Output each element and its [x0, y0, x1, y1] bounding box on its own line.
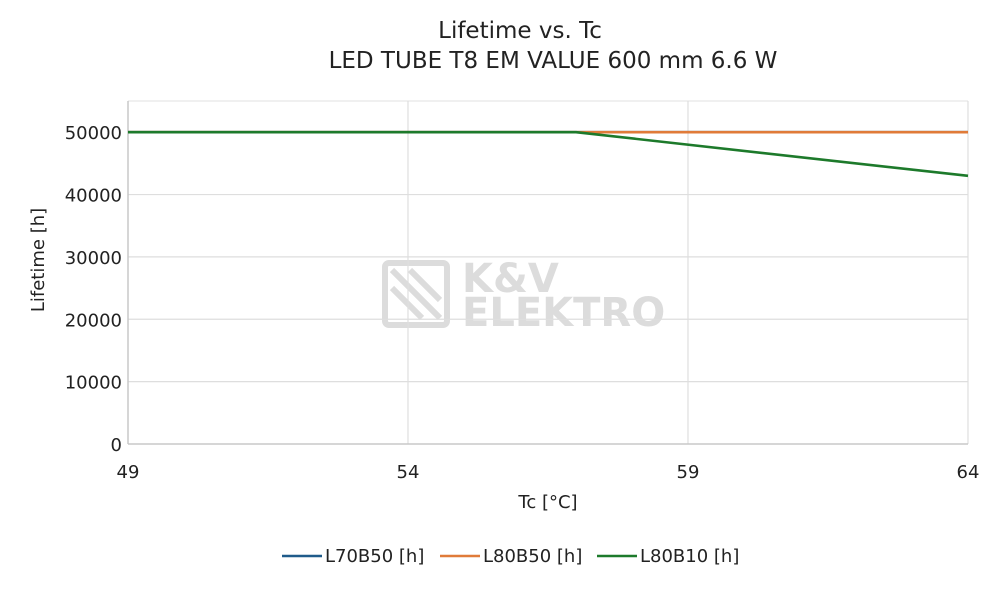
- legend-item: L70B50 [h]: [282, 546, 424, 567]
- watermark-line2: ELEKTRO: [462, 290, 665, 336]
- y-tick-label: 40000: [65, 186, 122, 207]
- legend-label: L70B50 [h]: [325, 546, 424, 567]
- y-tick-labels: 0 10000 20000 30000 40000 50000: [65, 123, 122, 456]
- chart-titles: Lifetime vs. Tc LED TUBE T8 EM VALUE 600…: [329, 18, 778, 74]
- series-lines: [128, 130, 969, 178]
- x-tick-label: 54: [397, 462, 420, 483]
- x-tick-label: 64: [957, 462, 980, 483]
- x-tick-label: 59: [677, 462, 700, 483]
- y-tick-label: 30000: [65, 248, 122, 269]
- legend-item: L80B50 [h]: [440, 546, 582, 567]
- y-axis-label: Lifetime [h]: [28, 208, 49, 312]
- y-tick-label: 20000: [65, 310, 122, 331]
- chart-title: Lifetime vs. Tc: [438, 18, 602, 44]
- y-tick-label: 10000: [65, 373, 122, 394]
- chart-subtitle: LED TUBE T8 EM VALUE 600 mm 6.6 W: [329, 48, 778, 74]
- x-tick-label: 49: [117, 462, 140, 483]
- axes: [127, 101, 968, 445]
- watermark-logo-icon: [382, 260, 450, 328]
- legend-item: L80B10 [h]: [597, 546, 739, 567]
- series-line: [128, 130, 969, 178]
- legend: L70B50 [h] L80B50 [h] L80B10 [h]: [282, 546, 739, 567]
- x-tick-labels: 49 54 59 64: [117, 462, 980, 483]
- legend-label: L80B10 [h]: [640, 546, 739, 567]
- legend-label: L80B50 [h]: [483, 546, 582, 567]
- watermark: K&V ELEKTRO: [382, 256, 665, 336]
- y-tick-label: 50000: [65, 123, 122, 144]
- watermark-line1: K&V: [462, 256, 559, 302]
- x-axis-label: Tc [°C]: [517, 492, 577, 513]
- y-tick-label: 0: [111, 435, 122, 456]
